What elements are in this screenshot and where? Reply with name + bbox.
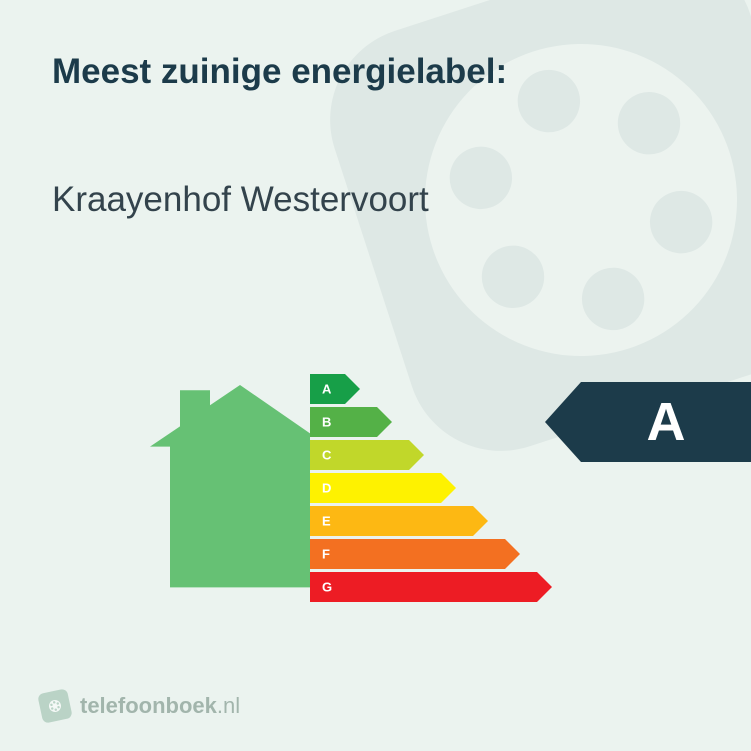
energy-bar-b: B [310, 407, 552, 437]
brand-book-icon [37, 688, 73, 724]
energy-bar-d: D [310, 473, 552, 503]
bar-label: F [322, 547, 330, 562]
house-icon [150, 385, 310, 605]
energy-bar-a: A [310, 374, 552, 404]
bar-label: B [322, 415, 331, 430]
bar-label: E [322, 514, 331, 529]
result-badge: A [545, 382, 751, 462]
bar-label: G [322, 580, 332, 595]
energy-label-card: Meest zuinige energielabel: Kraayenhof W… [0, 0, 751, 751]
badge-arrow [545, 382, 581, 462]
energy-bar-c: C [310, 440, 552, 470]
energy-bar-f: F [310, 539, 552, 569]
energy-bar-e: E [310, 506, 552, 536]
footer-brand: telefoonboek.nl [40, 691, 240, 721]
brand-text: telefoonboek.nl [80, 693, 240, 719]
badge-letter: A [581, 382, 751, 462]
location-name: Kraayenhof Westervoort [52, 180, 429, 220]
energy-bar-g: G [310, 572, 552, 602]
bar-label: C [322, 448, 331, 463]
energy-bars: A B C D E F G [310, 374, 552, 605]
card-title: Meest zuinige energielabel: [52, 52, 507, 92]
bar-label: D [322, 481, 331, 496]
bar-label: A [322, 382, 331, 397]
